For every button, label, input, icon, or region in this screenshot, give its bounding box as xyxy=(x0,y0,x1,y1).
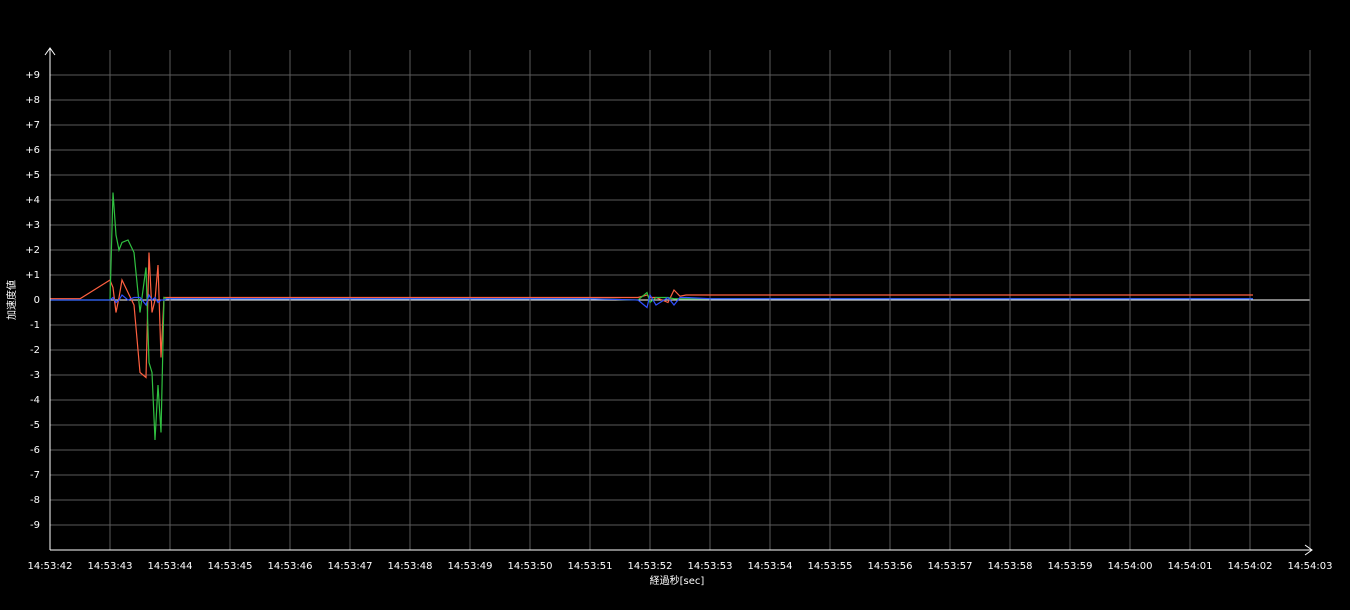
x-tick-label: 14:54:01 xyxy=(1168,561,1213,572)
y-tick-label: 0 xyxy=(34,295,40,306)
y-tick-label: -8 xyxy=(30,495,40,506)
x-tick-label: 14:54:02 xyxy=(1228,561,1273,572)
x-tick-label: 14:53:55 xyxy=(808,561,853,572)
x-tick-label: 14:53:44 xyxy=(148,561,193,572)
data-line xyxy=(50,293,1253,309)
x-tick-label: 14:53:46 xyxy=(268,561,313,572)
x-tick-label: 14:53:57 xyxy=(928,561,973,572)
axes xyxy=(44,47,1313,556)
x-tick-label: 14:54:03 xyxy=(1288,561,1333,572)
x-tick-label: 14:53:51 xyxy=(568,561,613,572)
series-layer xyxy=(50,192,1253,441)
x-axis-label: 経過秒[sec] xyxy=(650,574,705,587)
x-tick-label: 14:54:00 xyxy=(1108,561,1153,572)
y-tick-label: -5 xyxy=(30,420,40,431)
x-tick-label: 14:53:52 xyxy=(628,561,673,572)
y-axis-label: 加速度値 xyxy=(5,280,18,320)
x-tick-label: 14:53:56 xyxy=(868,561,913,572)
x-tick-label: 14:53:45 xyxy=(208,561,253,572)
y-tick-label: -4 xyxy=(30,395,40,406)
x-tick-label: 14:53:48 xyxy=(388,561,433,572)
x-tick-label: 14:53:53 xyxy=(688,561,733,572)
x-tick-label: 14:53:54 xyxy=(748,561,793,572)
y-tick-label: +9 xyxy=(25,70,40,81)
y-tick-label: +1 xyxy=(25,270,40,281)
y-tick-label: -9 xyxy=(30,520,40,531)
y-axis-arrow xyxy=(44,47,56,56)
y-tick-label: -6 xyxy=(30,445,40,456)
x-axis-arrow xyxy=(1304,544,1313,556)
y-tick-label: +4 xyxy=(25,195,40,206)
y-tick-label: +2 xyxy=(25,245,40,256)
y-tick-label: +8 xyxy=(25,95,40,106)
y-tick-label: -2 xyxy=(30,345,40,356)
x-tick-label: 14:53:59 xyxy=(1048,561,1093,572)
x-tick-label: 14:53:47 xyxy=(328,561,373,572)
y-tick-label: +5 xyxy=(25,170,40,181)
y-tick-label: +6 xyxy=(25,145,40,156)
x-tick-label: 14:53:50 xyxy=(508,561,553,572)
x-tick-label: 14:53:58 xyxy=(988,561,1033,572)
x-tick-label: 14:53:43 xyxy=(88,561,133,572)
y-tick-label: +3 xyxy=(25,220,40,231)
x-tick-label: 14:53:49 xyxy=(448,561,493,572)
y-tick-label: +7 xyxy=(25,120,40,131)
grid xyxy=(49,50,1311,550)
y-tick-label: -3 xyxy=(30,370,40,381)
data-line xyxy=(50,252,1253,379)
y-tick-label: -1 xyxy=(30,320,40,331)
y-tick-label: -7 xyxy=(30,470,40,481)
x-tick-label: 14:53:42 xyxy=(28,561,73,572)
